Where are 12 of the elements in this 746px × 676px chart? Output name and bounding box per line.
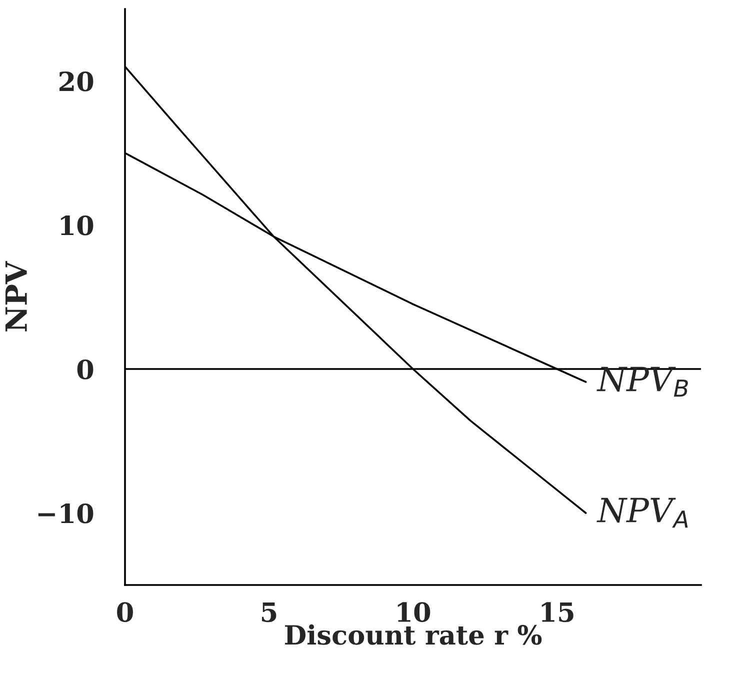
x-tick-label: 15	[542, 602, 574, 622]
y-tick-label: −10	[38, 503, 94, 524]
y-tick-label: 0	[77, 359, 94, 380]
y-tick-label: 20	[59, 71, 94, 92]
series-label: NPV$_{B}$	[596, 366, 688, 397]
y-tick-label: 10	[60, 215, 94, 236]
series-label: NPV$_{A}$	[596, 498, 688, 528]
x-tick-label: 0	[117, 602, 133, 622]
x-axis-title: Discount rate r %	[284, 624, 542, 645]
x-tick-label: 10	[398, 602, 430, 622]
y-axis-title: NPV	[6, 260, 27, 332]
x-tick-label: 5	[262, 602, 276, 622]
